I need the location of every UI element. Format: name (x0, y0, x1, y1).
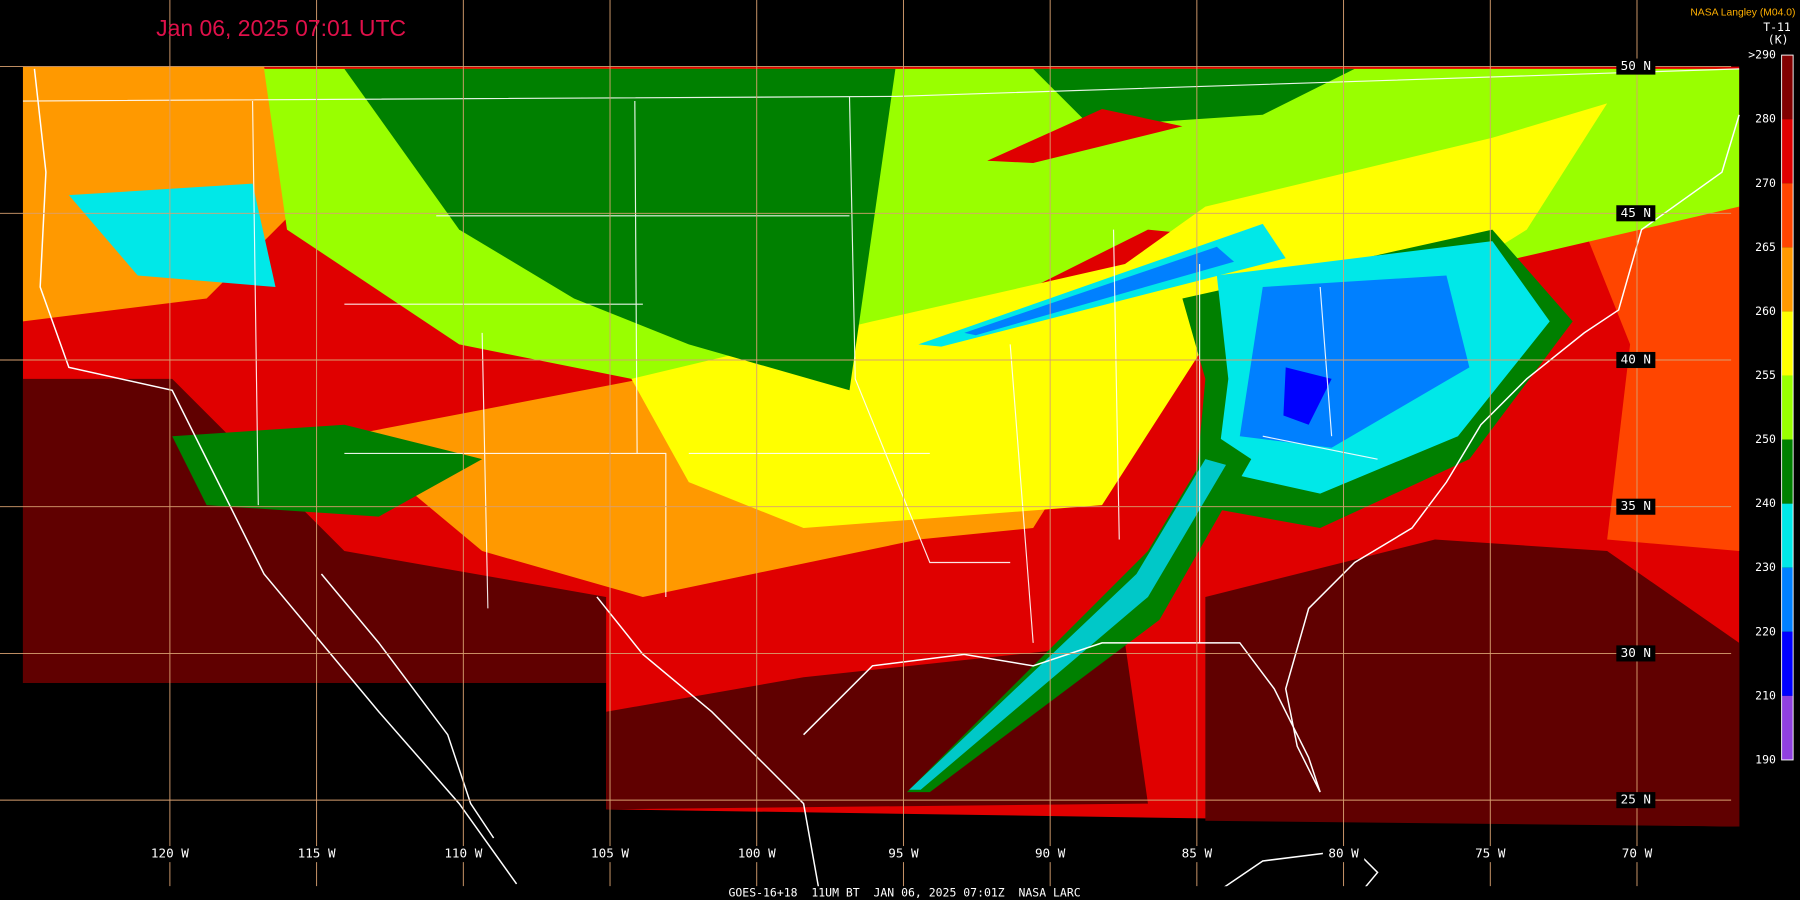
colorbar-label: 280 (1755, 112, 1776, 126)
colorbar-label: 210 (1755, 688, 1776, 702)
latitude-label: 40 N (1621, 352, 1651, 367)
latitude-label: 25 N (1621, 792, 1651, 807)
colorbar-segment (1781, 119, 1794, 184)
boundaries (22, 68, 1740, 900)
colorbar-segment (1781, 439, 1794, 504)
longitude-label: 105 W (591, 846, 629, 861)
latitude-label: 35 N (1621, 498, 1651, 513)
colorbar-segment (1781, 503, 1794, 568)
east-coast (803, 114, 1740, 793)
label-bg (1616, 645, 1656, 662)
credit: NASA Langley (M04.0) (1690, 7, 1795, 18)
front-band (906, 436, 1252, 793)
colorbar-label: 265 (1755, 240, 1776, 254)
longitude-label: 90 W (1035, 846, 1066, 861)
label-bg (1616, 58, 1656, 75)
longitude-label: 100 W (738, 846, 776, 861)
colorbar-unit: (K) (1768, 33, 1789, 47)
colorbar-label: 240 (1755, 496, 1776, 510)
colorbar-frame (1781, 54, 1794, 761)
lake-superior (987, 109, 1183, 164)
colorbar-segment (1781, 247, 1794, 312)
label-bg (1029, 846, 1071, 863)
atlantic-region (1205, 539, 1740, 827)
label-bg (1616, 351, 1656, 369)
label-bg (1176, 846, 1218, 863)
cloud-band (918, 223, 1286, 347)
label-bg (736, 846, 778, 863)
baja (320, 573, 495, 839)
label-bg (1616, 846, 1658, 863)
latitude-label: 50 N (1621, 58, 1651, 73)
ir-imagery (22, 66, 1740, 827)
longitude-label: 115 W (298, 846, 336, 861)
label-bg (295, 846, 338, 863)
colorbar: >290 280 270 265 260 255 250 240 230 220 210 190 (1748, 48, 1794, 766)
gulf-region (606, 642, 1148, 810)
colorbar-label: 230 (1755, 560, 1776, 574)
label-bg (442, 846, 484, 863)
label-bg (1616, 498, 1656, 515)
longitude-label: 70 W (1622, 846, 1653, 861)
west-coast (33, 68, 518, 885)
timestamp: Jan 06, 2025 07:01 UTC (156, 15, 406, 41)
yellow-band (631, 103, 1608, 529)
label-bg (1322, 846, 1365, 863)
lat-lon-grid: 120 W 115 W 110 W 105 W 100 W 95 W 90 W 85 W 80 … (0, 0, 1732, 887)
label-bg (149, 846, 191, 863)
colorbar-product: T-11 (1763, 20, 1791, 34)
cloud-southwest (172, 424, 483, 517)
latitude-label: 30 N (1621, 645, 1651, 660)
label-bg (882, 846, 925, 863)
label-bg (589, 846, 631, 863)
longitude-label: 120 W (151, 846, 189, 861)
colorbar-label: 260 (1755, 304, 1776, 318)
colorbar-segment (1781, 631, 1794, 696)
label-bg (1469, 846, 1511, 863)
colorbar-label: 190 (1755, 752, 1776, 766)
longitude-label: 75 W (1475, 846, 1506, 861)
colorbar-label: 250 (1755, 432, 1776, 446)
longitude-label: 80 W (1328, 846, 1359, 861)
cloud-northwest (68, 183, 276, 287)
label-bg (1616, 792, 1656, 809)
colorbar-label: 255 (1755, 368, 1776, 382)
colorbar-segment (1781, 567, 1794, 632)
state-lines (22, 68, 1740, 643)
colorbar-segment (1781, 375, 1794, 440)
longitude-label: 85 W (1182, 846, 1213, 861)
colorbar-segment (1781, 311, 1794, 376)
label-bg (1616, 205, 1656, 222)
pacific-region (22, 378, 607, 684)
colorbar-label: >290 (1748, 48, 1776, 62)
longitude-label: 95 W (888, 846, 919, 861)
colorbar-segment (1781, 695, 1794, 760)
mexico-coast (596, 596, 822, 900)
colorbar-label: 220 (1755, 624, 1776, 638)
cloud-north (344, 68, 896, 391)
footer: GOES-16+18 11UM BT JAN 06, 2025 07:01Z N… (729, 886, 1081, 900)
colorbar-segment (1781, 183, 1794, 248)
footer-bar (0, 886, 1800, 900)
front-core (909, 459, 1227, 790)
colorbar-segment (1781, 55, 1794, 120)
cloud-band-top (964, 246, 1235, 336)
colorbar-label: 270 (1755, 176, 1776, 190)
latitude-label: 45 N (1621, 205, 1651, 220)
cloud-coldest (1283, 367, 1332, 425)
longitude-label: 110 W (444, 846, 482, 861)
